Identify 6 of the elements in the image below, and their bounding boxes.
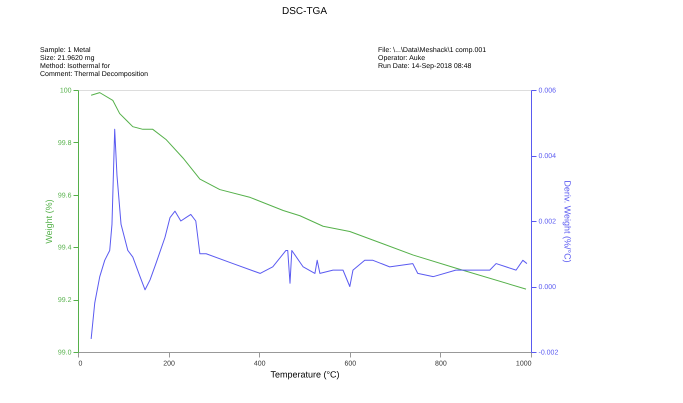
y2-axis-title: Deriv. Weight (%/°C) [562,180,572,263]
x-axis-title: Temperature (°C) [270,370,340,380]
chart-title: DSC-TGA [282,6,328,17]
y-axis-title: Weight (%) [44,199,54,244]
line-series [90,128,528,340]
line-series [90,92,527,290]
